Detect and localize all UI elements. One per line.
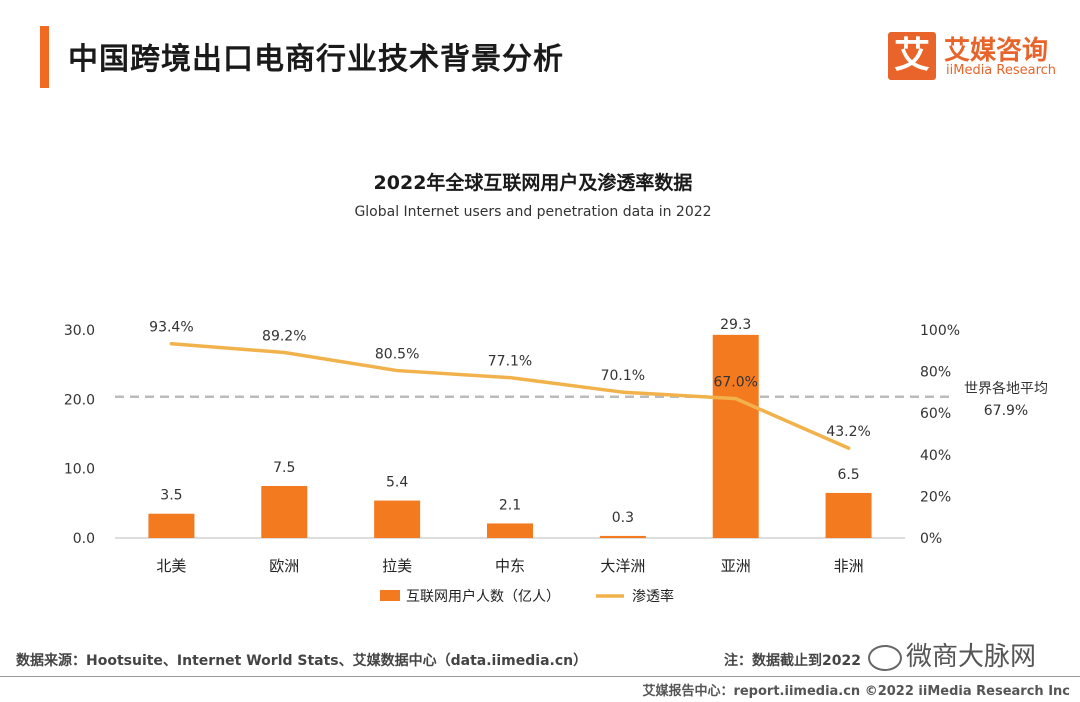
penetration-value-label: 89.2% (262, 328, 306, 344)
penetration-point-3 (508, 376, 512, 380)
y-right-tick-label: 40% (920, 448, 951, 464)
report-center-credit: 艾媒报告中心：report.iimedia.cn ©2022 iiMedia R… (642, 684, 1070, 699)
penetration-point-5 (734, 397, 738, 401)
bar-value-label: 6.5 (837, 467, 859, 483)
average-label: 世界各地平均 (964, 381, 1048, 397)
penetration-value-label: 43.2% (826, 424, 870, 440)
penetration-point-1 (282, 350, 286, 354)
x-tick-label: 欧洲 (269, 557, 299, 575)
y-left-tick-label: 20.0 (64, 392, 95, 408)
bar-value-label: 5.4 (386, 475, 408, 491)
penetration-point-4 (621, 390, 625, 394)
title-accent-bar (40, 26, 49, 88)
chart-subtitle: Global Internet users and penetration da… (354, 204, 712, 220)
y-left-tick-label: 0.0 (73, 531, 95, 547)
x-tick-label: 非洲 (834, 557, 864, 575)
penetration-value-label: 93.4% (149, 320, 193, 336)
legend-bar-label: 互联网用户人数（亿人） (406, 588, 560, 605)
bar-0 (148, 513, 195, 538)
x-tick-label: 中东 (495, 557, 525, 575)
penetration-point-2 (395, 369, 399, 373)
x-tick-label: 拉美 (382, 557, 412, 575)
logo-en-text: iiMedia Research (946, 63, 1057, 78)
penetration-value-label: 77.1% (488, 354, 532, 370)
watermark-text: 微商大脉网 (906, 642, 1037, 672)
bar-1 (261, 486, 308, 538)
penetration-point-0 (169, 342, 173, 346)
bar-2 (374, 500, 421, 538)
logo-mark: 艾 (888, 32, 936, 80)
penetration-value-label: 80.5% (375, 347, 419, 363)
bar-value-label: 3.5 (160, 488, 182, 504)
legend-line-label: 渗透率 (632, 588, 674, 605)
bar-5 (712, 334, 759, 538)
y-right-tick-label: 100% (920, 323, 960, 339)
bar-value-label: 2.1 (499, 497, 521, 513)
watermark: 微商大脉网 (868, 636, 1036, 673)
x-tick-label: 北美 (156, 557, 186, 575)
data-note: 注：数据截止到2022 (724, 653, 861, 669)
penetration-point-6 (847, 446, 851, 450)
penetration-value-label: 67.0% (713, 375, 757, 391)
chart-title: 2022年全球互联网用户及渗透率数据 (373, 172, 693, 194)
y-left-tick-label: 10.0 (64, 462, 95, 478)
data-source: 数据来源：Hootsuite、Internet World Stats、艾媒数据… (16, 653, 588, 669)
combo-chart: 0.0 10.0 20.0 30.0 0% 20% 40% 60% 80% 100% 世界各地平均 6… (64, 317, 1048, 605)
bar-value-label: 29.3 (720, 317, 751, 333)
bar-value-label: 0.3 (612, 510, 634, 526)
penetration-value-label: 70.1% (601, 368, 645, 384)
footer-divider (0, 676, 1080, 677)
bar-6 (825, 492, 872, 538)
wechat-icon (868, 644, 902, 671)
x-tick-label: 亚洲 (721, 557, 751, 575)
page-title: 中国跨境出口电商行业技术背景分析 (68, 42, 564, 77)
y-right-tick-label: 20% (920, 489, 951, 505)
y-right-tick-label: 60% (920, 406, 951, 422)
average-value-label: 67.9% (984, 403, 1028, 419)
x-tick-label: 大洋洲 (600, 557, 645, 575)
bar-4 (599, 535, 646, 538)
y-left-tick-label: 30.0 (64, 323, 95, 339)
legend-bar-swatch (380, 590, 400, 601)
iimedia-logo: 艾 艾媒咨询 iiMedia Research (888, 30, 1063, 82)
y-right-tick-label: 0% (920, 531, 942, 547)
bar-value-label: 7.5 (273, 460, 295, 476)
bar-3 (487, 523, 533, 538)
y-right-tick-label: 80% (920, 365, 951, 381)
logo-cn-text: 艾媒咨询 (944, 36, 1049, 66)
